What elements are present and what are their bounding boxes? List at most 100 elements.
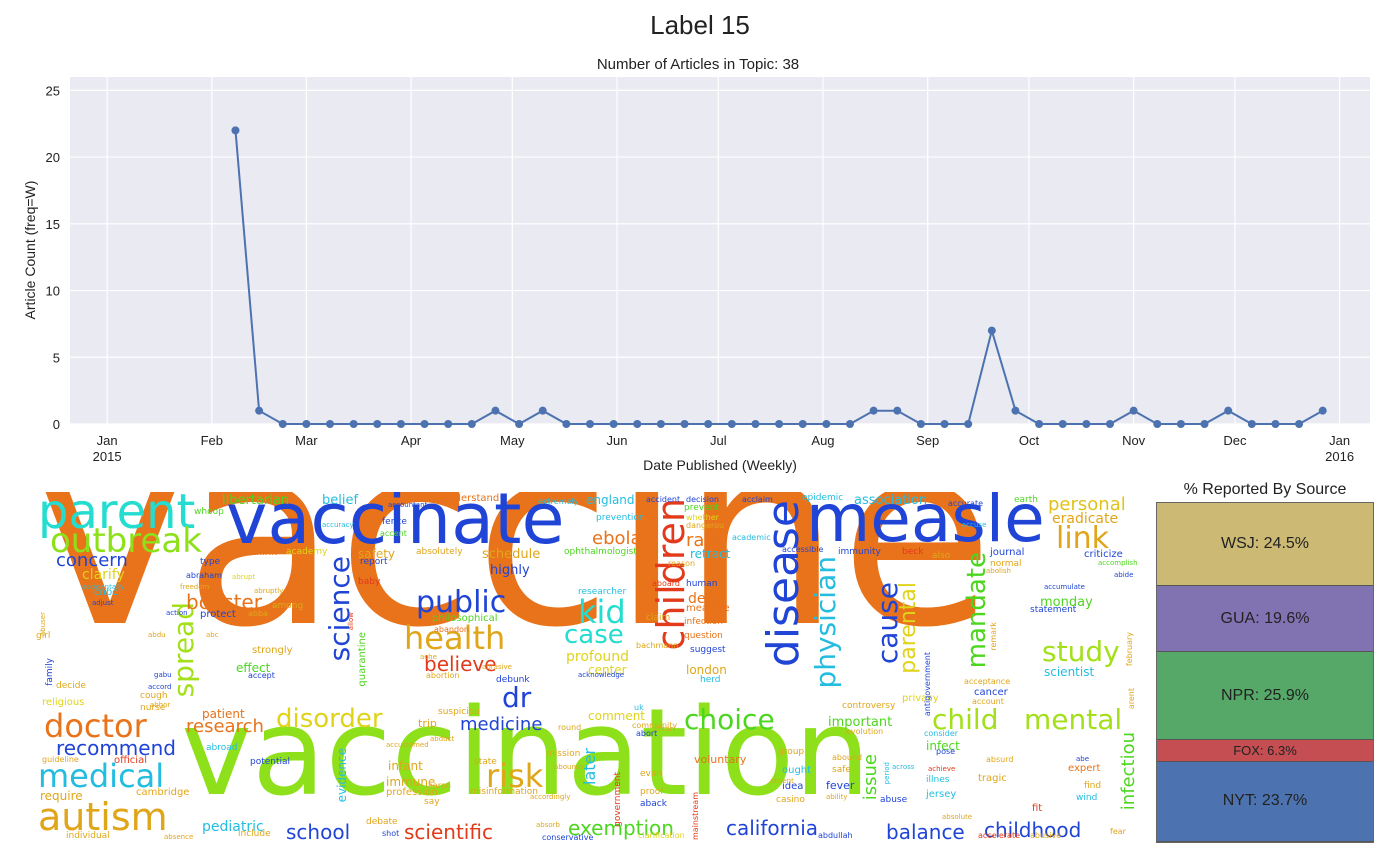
- cloud-word: aback: [640, 799, 667, 809]
- data-point: [987, 326, 996, 335]
- cloud-word: dr: [502, 681, 532, 714]
- cloud-word: adjust: [92, 599, 114, 607]
- x-tick-label: Feb: [201, 433, 223, 448]
- cloud-word: consider: [924, 729, 959, 738]
- cloud-word: later: [580, 748, 599, 785]
- cloud-word: trip: [418, 717, 437, 730]
- cloud-word: rate: [686, 530, 723, 551]
- cloud-word: association: [854, 493, 928, 508]
- cloud-word: suggest: [690, 645, 726, 655]
- cloud-word: parental: [896, 582, 921, 674]
- cloud-word: abolish: [986, 567, 1011, 575]
- cloud-word: cnbc: [94, 587, 118, 598]
- source-segment-label: NYT: 23.7%: [1222, 792, 1308, 810]
- data-point: [1224, 406, 1233, 415]
- cloud-word: debate: [366, 817, 398, 827]
- cloud-word: measure: [686, 603, 730, 614]
- cloud-word: eradicate: [1052, 511, 1119, 527]
- data-point: [255, 406, 264, 415]
- cloud-word: abortion: [426, 671, 460, 680]
- data-point: [680, 420, 689, 428]
- cloud-word: expert: [1068, 763, 1101, 774]
- cloud-word: suspiciou: [438, 707, 480, 717]
- cloud-word: beck: [902, 547, 924, 557]
- cloud-word: abounds: [554, 763, 584, 771]
- cloud-word: mental: [1024, 703, 1123, 736]
- cloud-word: immune: [386, 775, 436, 789]
- cloud-word: uk: [634, 703, 644, 712]
- cloud-word: aaron: [428, 781, 451, 790]
- cloud-word: comment: [588, 709, 646, 723]
- cloud-word: abrupt: [232, 573, 256, 581]
- cloud-word: balance: [886, 820, 965, 844]
- cloud-word: scientist: [1044, 665, 1095, 679]
- cloud-word: absolutely: [416, 547, 463, 557]
- cloud-word: find: [1084, 781, 1102, 791]
- cloud-word: health: [404, 619, 506, 657]
- cloud-word: disease: [758, 500, 809, 668]
- y-tick-label: 10: [46, 284, 60, 299]
- cloud-word: issue: [860, 754, 881, 801]
- data-point: [798, 420, 807, 428]
- cloud-word: guideline: [42, 755, 79, 764]
- source-segment: NPR: 25.9%: [1157, 652, 1373, 741]
- cloud-word: disorder: [276, 704, 383, 734]
- cloud-word: immunity: [838, 547, 881, 557]
- cloud-word: booster: [186, 590, 262, 614]
- cloud-word: academic: [732, 533, 771, 542]
- data-point: [1295, 420, 1304, 428]
- cloud-word: believe: [424, 652, 497, 676]
- cloud-word: think: [252, 547, 278, 558]
- cloud-word: risk: [486, 757, 544, 795]
- cloud-word: accomplish: [1098, 559, 1138, 567]
- cloud-word: concern: [56, 550, 128, 571]
- cloud-word: accident: [646, 495, 681, 504]
- data-point: [326, 420, 334, 428]
- data-point: [373, 420, 382, 428]
- data-point: [1035, 420, 1044, 428]
- cloud-word: cambridge: [136, 787, 190, 798]
- cloud-word: period: [883, 762, 891, 785]
- cloud-word: evidence: [335, 748, 349, 803]
- data-point: [231, 126, 240, 135]
- cloud-word: ought: [782, 765, 812, 776]
- x-tick-label: Jun: [607, 433, 628, 448]
- cloud-word: researcher: [578, 587, 627, 597]
- cloud-word: children: [649, 498, 693, 651]
- plot-area: [70, 77, 1370, 424]
- x-tick-label: Sep: [916, 433, 939, 448]
- cloud-word: belief: [322, 493, 359, 508]
- cloud-word: school: [286, 820, 351, 844]
- cloud-word: misinformation: [470, 787, 538, 797]
- cloud-word: abuse: [880, 795, 908, 805]
- data-point: [467, 420, 476, 428]
- cloud-word: round: [558, 723, 582, 732]
- cloud-word: type: [200, 557, 221, 567]
- cloud-word: whoop: [194, 507, 224, 517]
- cloud-word: london: [686, 663, 727, 677]
- cloud-word: achieve: [928, 765, 956, 773]
- data-point: [1271, 420, 1280, 428]
- cloud-word: clarification: [638, 831, 685, 840]
- cloud-word: link: [1056, 521, 1110, 556]
- y-axis-label: Article Count (freq=W): [22, 181, 38, 320]
- cloud-word: profession: [386, 787, 438, 798]
- cloud-word: claim: [646, 613, 671, 623]
- y-tick-label: 20: [46, 150, 60, 165]
- cloud-word: retract: [690, 547, 731, 561]
- cloud-word: medicine: [460, 714, 543, 735]
- data-point: [893, 406, 902, 415]
- cloud-word: nurse: [140, 703, 166, 713]
- source-segment: NYT: 23.7%: [1157, 761, 1373, 842]
- cloud-word: highly: [490, 563, 530, 578]
- data-point: [1153, 420, 1162, 428]
- cloud-word: ophthalmologist: [564, 547, 637, 557]
- cloud-word: absence: [164, 833, 194, 841]
- chart-subtitle: Number of Articles in Topic: 38: [597, 56, 799, 73]
- cloud-word: action: [166, 609, 188, 617]
- x-tick-label: Nov: [1122, 433, 1146, 448]
- cloud-word: individual: [66, 831, 110, 841]
- cloud-word: accent: [380, 529, 407, 538]
- series-line: [231, 126, 1327, 428]
- cloud-word: childhood: [984, 818, 1082, 842]
